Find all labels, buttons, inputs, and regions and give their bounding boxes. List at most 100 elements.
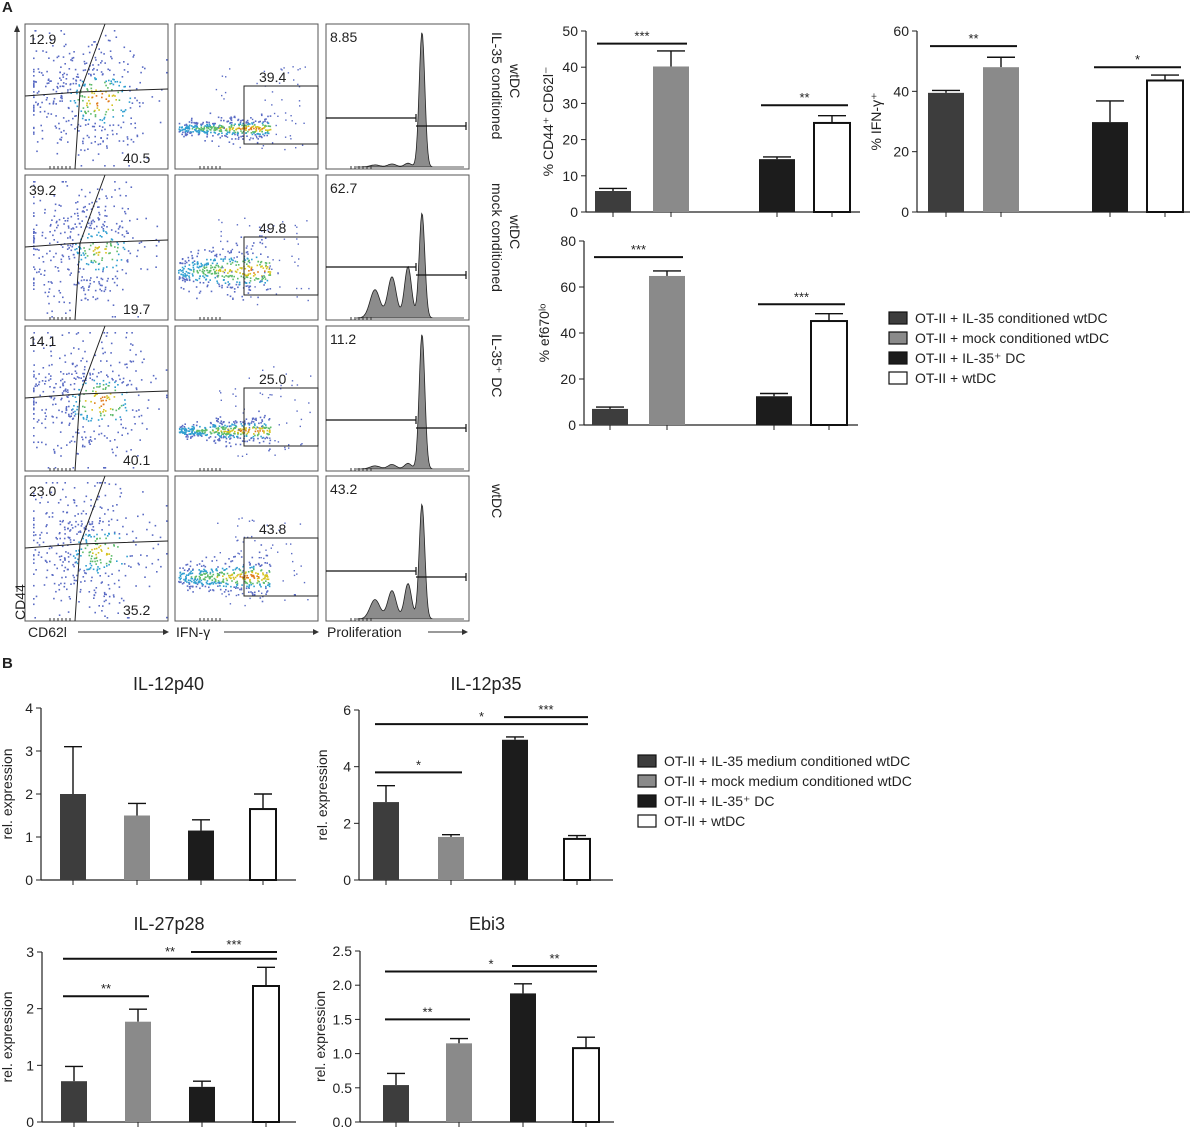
event-dot [56, 567, 58, 570]
event-dot [33, 70, 35, 73]
event-dot [214, 266, 217, 269]
event-dot [95, 268, 97, 271]
event-dot [187, 130, 190, 132]
event-dot [216, 576, 219, 578]
event-dot [206, 133, 209, 136]
event-dot [195, 125, 198, 127]
event-dot [303, 122, 305, 124]
event-dot [250, 127, 252, 129]
event-dot [33, 196, 35, 198]
event-dot [73, 565, 75, 568]
event-dot [199, 431, 201, 434]
event-dot [183, 569, 186, 571]
event-dot [68, 424, 70, 426]
event-dot [154, 524, 157, 527]
event-dot [70, 215, 73, 218]
event-dot [212, 122, 214, 125]
event-dot [264, 576, 266, 578]
event-dot [257, 426, 259, 429]
event-dot [200, 265, 203, 268]
event-dot [284, 446, 286, 449]
event-dot [242, 428, 244, 431]
event-dot [210, 127, 213, 130]
event-dot [241, 124, 243, 127]
event-dot [64, 231, 66, 234]
event-dot [242, 570, 244, 572]
event-dot [255, 563, 257, 566]
event-dot [209, 124, 211, 127]
event-dot [212, 589, 214, 591]
event-dot [266, 576, 269, 578]
event-dot [39, 111, 42, 113]
event-dot [256, 577, 259, 580]
event-dot [118, 533, 121, 535]
y-tick-label: 30 [562, 95, 578, 111]
event-dot [72, 574, 74, 577]
event-dot [68, 422, 71, 425]
event-dot [253, 279, 256, 281]
event-dot [196, 266, 199, 268]
event-dot [193, 428, 195, 430]
event-dot [220, 426, 223, 429]
event-dot [106, 147, 108, 149]
event-dot [222, 581, 225, 583]
event-dot [297, 69, 299, 71]
event-dot [84, 350, 86, 353]
event-dot [49, 225, 52, 227]
event-dot [65, 120, 68, 123]
event-dot [80, 548, 83, 550]
panel-b-label: B [2, 655, 13, 672]
event-dot [111, 278, 114, 280]
event-dot [214, 276, 217, 279]
histogram-curve [356, 32, 464, 168]
significance-label: * [479, 709, 484, 724]
event-dot [98, 48, 100, 50]
event-dot [275, 293, 278, 295]
event-dot [266, 132, 269, 134]
event-dot [251, 122, 253, 124]
event-dot [106, 215, 108, 217]
event-dot [60, 447, 63, 449]
event-dot [99, 506, 102, 508]
event-dot [94, 77, 96, 79]
bar-il35-dc [189, 1086, 215, 1122]
ifng-gate [243, 537, 319, 597]
event-dot [264, 262, 267, 264]
event-dot [251, 556, 254, 559]
event-dot [307, 599, 309, 601]
event-dot [77, 123, 80, 126]
event-dot [51, 516, 54, 518]
event-dot [215, 269, 218, 272]
event-dot [33, 68, 35, 71]
condition-line-1: mock conditioned [489, 183, 505, 292]
event-dot [245, 276, 248, 278]
event-dot [254, 424, 256, 427]
event-dot [107, 547, 110, 550]
event-dot [60, 244, 63, 246]
event-dot [111, 316, 114, 318]
event-dot [104, 572, 107, 575]
event-dot [274, 440, 276, 442]
event-dot [244, 422, 246, 424]
event-dot [62, 255, 65, 258]
y-axis-label: rel. expression [0, 991, 15, 1082]
event-dot [227, 583, 229, 586]
event-dot [111, 129, 114, 132]
event-dot [136, 134, 139, 137]
event-dot [33, 235, 35, 237]
event-dot [78, 394, 80, 396]
event-dot [217, 133, 219, 136]
event-dot [74, 525, 77, 528]
event-dot [128, 565, 130, 567]
event-dot [250, 266, 253, 269]
event-dot [138, 415, 140, 418]
event-dot [196, 578, 199, 580]
event-dot [234, 123, 236, 125]
event-dot [201, 130, 203, 132]
bar-il35-conditioned [61, 1081, 87, 1122]
event-dot [78, 84, 80, 86]
event-dot [87, 568, 90, 571]
event-dot [65, 43, 67, 46]
event-dot [126, 332, 128, 334]
event-dot [228, 283, 231, 285]
